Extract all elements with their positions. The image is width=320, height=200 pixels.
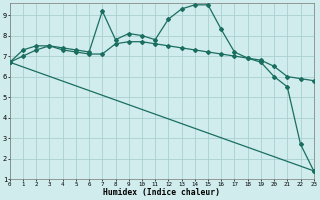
X-axis label: Humidex (Indice chaleur): Humidex (Indice chaleur) xyxy=(103,188,220,197)
